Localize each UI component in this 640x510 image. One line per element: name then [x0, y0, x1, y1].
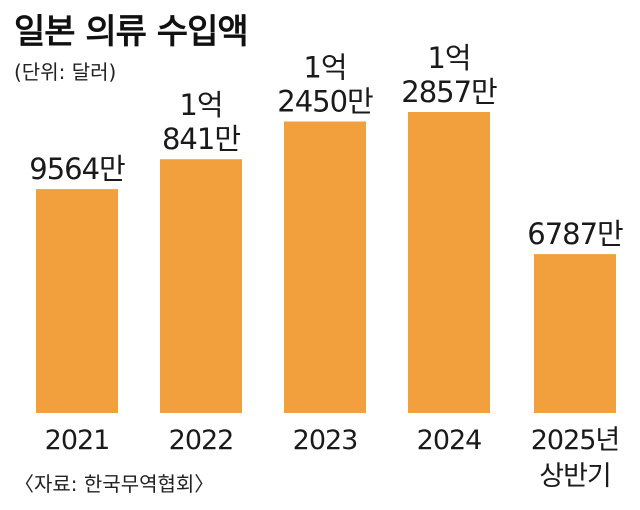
category-label-1-0: 2022	[169, 425, 234, 456]
value-label-2-0: 1억	[303, 51, 346, 85]
bar-4	[534, 254, 616, 413]
value-label-2-1: 2450만	[277, 85, 373, 119]
bar-2	[284, 121, 366, 413]
category-label-0-0: 2021	[45, 425, 110, 456]
bar-3	[408, 112, 490, 413]
chart-source: 〈자료: 한국무역협회〉	[14, 472, 215, 496]
category-label-3-0: 2024	[417, 425, 482, 456]
chart-title: 일본 의류 수입액	[14, 12, 249, 52]
value-label-1-0: 1억	[179, 88, 222, 122]
category-label-2-0: 2023	[293, 425, 358, 456]
value-label-4-0: 6787만	[527, 217, 623, 251]
value-label-3-0: 1억	[427, 41, 470, 75]
bar-1	[160, 159, 242, 413]
category-label-4-0: 2025년	[531, 425, 620, 456]
value-label-0-0: 9564만	[29, 152, 125, 186]
bar-0	[36, 189, 118, 413]
category-label-4-1: 상반기	[539, 461, 611, 492]
value-label-1-1: 841만	[162, 122, 240, 156]
value-label-3-1: 2857만	[401, 75, 497, 109]
chart-unit-note: (단위: 달러)	[14, 60, 117, 84]
